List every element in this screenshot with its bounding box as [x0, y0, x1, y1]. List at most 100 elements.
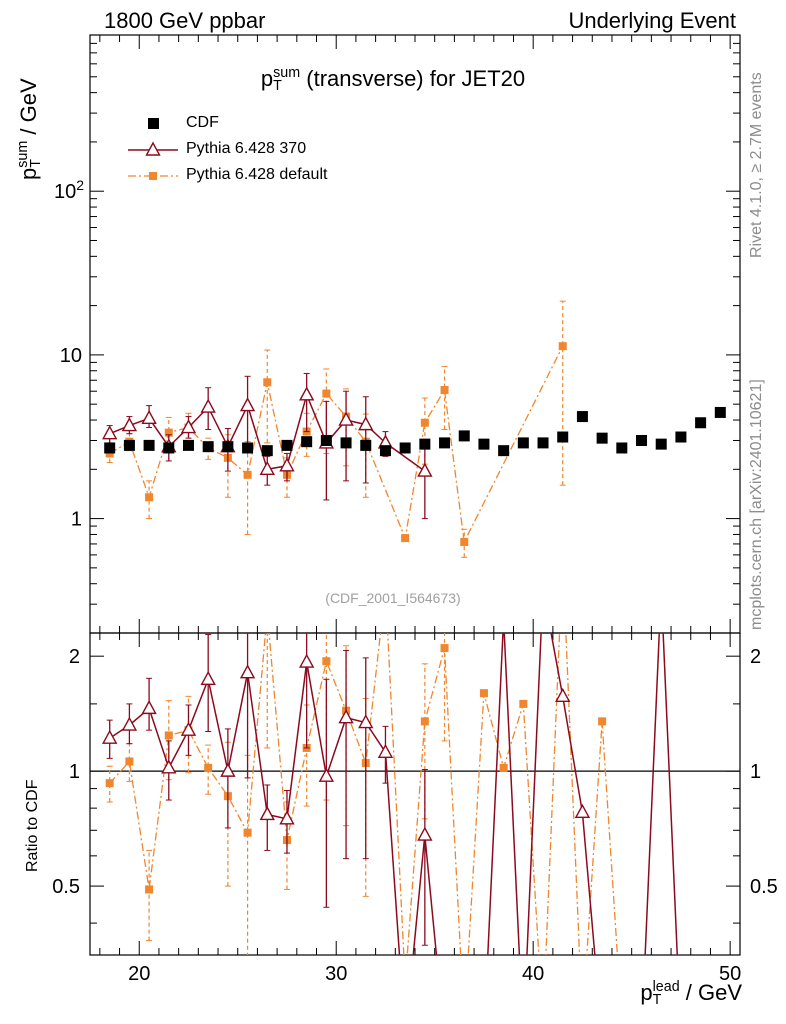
marker-cdf — [301, 436, 313, 448]
marker-pythia-370 — [298, 386, 315, 401]
ratio-marker-pythia-default — [499, 763, 508, 772]
marker-cdf — [163, 442, 175, 454]
marker-pythia-370 — [121, 417, 138, 432]
ratio-marker-pythia-370 — [161, 759, 177, 774]
x-tick-label: 40 — [522, 963, 544, 985]
marker-cdf — [636, 434, 648, 446]
marker-pythia-default — [460, 537, 469, 546]
marker-cdf — [242, 442, 254, 454]
marker-pythia-default — [263, 378, 272, 387]
ratio-line-pythia-370 — [109, 633, 679, 955]
marker-pythia-370 — [338, 411, 354, 426]
ratio-marker-pythia-370 — [279, 810, 295, 825]
ratio-marker-pythia-370 — [239, 664, 256, 679]
ratio-marker-pythia-370 — [377, 743, 394, 759]
x-tick-label: 20 — [128, 963, 150, 985]
ratio-tick-label-left: 1 — [69, 761, 80, 783]
ratio-marker-pythia-default — [164, 731, 173, 740]
marker-cdf — [419, 438, 431, 450]
marker-pythia-default — [164, 428, 173, 437]
ratio-marker-pythia-370 — [358, 714, 374, 729]
marker-pythia-default — [420, 418, 429, 427]
marker-cdf — [222, 441, 234, 453]
ratio-tick-label-right: 2 — [750, 646, 761, 668]
marker-cdf — [399, 442, 411, 454]
marker-pythia-default — [558, 342, 567, 351]
marker-pythia-370 — [200, 398, 216, 413]
ratio-marker-pythia-370 — [141, 699, 157, 715]
marker-cdf — [360, 439, 372, 451]
ratio-panel-frame — [89, 632, 741, 956]
ratio-marker-pythia-default — [519, 699, 528, 708]
y-tick-label: 10 — [60, 345, 82, 367]
ratio-marker-pythia-default — [420, 717, 429, 726]
marker-cdf — [104, 442, 116, 454]
marker-cdf — [458, 430, 470, 442]
ratio-marker-pythia-370 — [574, 803, 591, 819]
marker-pythia-370 — [358, 416, 374, 431]
marker-pythia-default — [145, 493, 154, 502]
marker-cdf — [143, 439, 155, 451]
ratio-tick-label-left: 0.5 — [52, 876, 80, 898]
marker-pythia-370 — [279, 457, 295, 472]
y-tick-label: 1 — [71, 509, 82, 531]
marker-pythia-370 — [102, 425, 118, 440]
ratio-marker-pythia-default — [204, 763, 213, 772]
reference-id: (CDF_2001_I564673) — [325, 590, 461, 606]
ratio-marker-pythia-370 — [259, 806, 275, 821]
marker-pythia-370 — [180, 419, 197, 434]
marker-cdf — [202, 441, 214, 453]
marker-cdf — [439, 437, 451, 449]
marker-cdf — [182, 439, 194, 451]
ratio-marker-pythia-370 — [220, 762, 236, 777]
ratio-marker-pythia-default — [598, 717, 607, 726]
ratio-marker-pythia-370 — [417, 826, 433, 841]
marker-cdf — [616, 442, 628, 454]
marker-cdf — [478, 438, 490, 450]
series-line-pythia-370 — [109, 392, 426, 472]
ratio-marker-pythia-default — [105, 779, 114, 788]
ratio-tick-label-right: 1 — [750, 761, 761, 783]
energy-label: 1800 GeV ppbar — [104, 8, 266, 33]
ratio-marker-pythia-370 — [318, 767, 335, 782]
ratio-marker-pythia-default — [145, 885, 154, 894]
legend-label-pythia-370: Pythia 6.428 370 — [186, 140, 307, 157]
analysis-label: Underlying Event — [568, 8, 736, 33]
marker-cdf — [320, 434, 332, 446]
ratio-marker-pythia-370 — [298, 653, 315, 668]
marker-pythia-default — [322, 389, 331, 398]
ratio-marker-pythia-370 — [338, 709, 354, 724]
marker-cdf — [557, 431, 569, 443]
marker-cdf — [675, 431, 687, 443]
ratio-marker-pythia-default — [322, 657, 331, 666]
rivet-version-label: Rivet 4.1.0, ≥ 2.7M events — [748, 72, 765, 258]
ratio-marker-pythia-default — [125, 757, 134, 766]
ratio-marker-pythia-370 — [102, 729, 118, 744]
legend-marker-pythia-default — [149, 172, 157, 180]
marker-pythia-370 — [259, 460, 275, 476]
ratio-axis-label: Ratio to CDF — [24, 779, 41, 872]
marker-pythia-default — [401, 534, 410, 543]
y-axis-label: p sum T / GeV — [15, 78, 45, 180]
marker-cdf — [655, 438, 667, 450]
marker-pythia-370 — [239, 397, 256, 412]
plot-title: p sum T (transverse) for JET20 — [260, 65, 526, 95]
marker-cdf — [379, 445, 391, 457]
ratio-tick-label-left: 2 — [69, 646, 80, 668]
marker-cdf — [537, 437, 549, 449]
marker-pythia-370 — [141, 409, 157, 424]
marker-cdf — [576, 411, 588, 423]
legend-label-cdf: CDF — [186, 114, 219, 131]
ratio-marker-pythia-default — [440, 644, 449, 653]
marker-cdf — [596, 432, 608, 444]
marker-cdf — [714, 406, 726, 418]
x-tick-label: 50 — [719, 963, 741, 985]
marker-pythia-default — [243, 470, 252, 479]
marker-cdf — [261, 445, 273, 457]
ratio-marker-pythia-370 — [555, 687, 571, 703]
x-axis-label: p lead T / GeV — [640, 979, 742, 1009]
x-tick-label: 30 — [325, 963, 347, 985]
marker-cdf — [498, 445, 510, 457]
legend-marker-cdf — [148, 118, 159, 129]
